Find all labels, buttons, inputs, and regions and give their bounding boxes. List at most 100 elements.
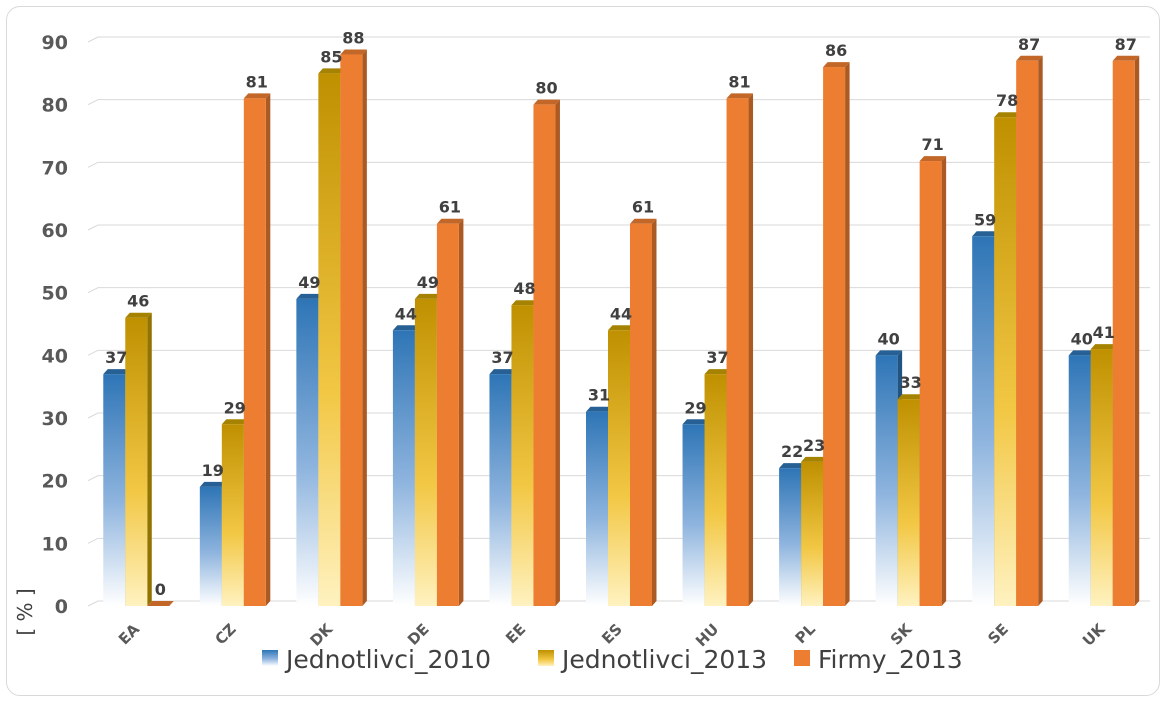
legend-item-Firmy_2013: Firmy_2013	[794, 645, 963, 674]
bar-top	[1112, 55, 1140, 61]
bar-top	[318, 68, 345, 74]
bar-front	[726, 98, 749, 607]
bar-top	[630, 218, 657, 224]
bar-front	[1090, 349, 1113, 606]
bar-front	[897, 399, 920, 606]
y-tick-label: 60	[42, 220, 68, 242]
chart-frame	[6, 6, 1160, 696]
bar-side	[1134, 55, 1140, 607]
bar-top	[726, 93, 754, 99]
data-label: 71	[922, 135, 944, 154]
x-tick-label: UK	[1079, 619, 1110, 650]
bar-side	[362, 49, 367, 607]
x-tick-label: EE	[502, 620, 529, 647]
bar-front	[199, 486, 222, 606]
bar-front	[608, 330, 630, 606]
data-label: 49	[298, 273, 320, 292]
bar-front	[243, 98, 266, 607]
x-tick-label: PL	[792, 620, 820, 648]
bar-top	[511, 300, 538, 306]
y-tick-label: 80	[42, 95, 68, 117]
bar-top	[103, 369, 130, 375]
data-label: 23	[803, 436, 825, 455]
bar-front	[221, 424, 244, 606]
data-label: 40	[878, 329, 900, 348]
bar-front	[340, 54, 363, 607]
bar-top	[243, 93, 271, 99]
bar-front	[972, 236, 995, 606]
bar-CZ-Firmy_2013	[243, 93, 271, 607]
data-label: 48	[513, 279, 535, 298]
data-label: 81	[728, 72, 750, 91]
y-tick-label: 50	[42, 283, 68, 305]
bar-front	[296, 298, 319, 606]
bar-side	[845, 62, 850, 607]
bar-top	[919, 156, 947, 162]
gridline	[87, 36, 1150, 43]
bar-DE-Firmy_2013	[436, 218, 464, 606]
bar-EA-Firmy_2013	[147, 601, 174, 606]
legend-label: Jednotlivci_2010	[284, 645, 491, 674]
bar-front	[779, 468, 802, 606]
bar-front	[103, 374, 126, 606]
bar-top	[586, 406, 613, 412]
bar-top	[608, 325, 635, 331]
data-labels: 3746019298149858844496137488031446129378…	[105, 29, 1137, 599]
legend-swatch	[538, 650, 554, 666]
bar-front	[823, 67, 846, 607]
gridline	[87, 161, 1150, 168]
bar-front	[704, 374, 727, 606]
bar-top	[199, 481, 227, 487]
y-tick-label: 20	[42, 471, 68, 493]
bar-front	[511, 305, 534, 606]
bar-side	[265, 93, 271, 606]
bar-front	[436, 223, 459, 606]
bar-UK-Firmy_2013	[1112, 55, 1140, 607]
bar-EA-Jednotlivci_2013	[125, 312, 152, 606]
bar-top	[897, 394, 925, 400]
bar-DK-Firmy_2013	[340, 49, 367, 607]
data-label: 22	[781, 442, 803, 461]
bar-top	[1016, 55, 1043, 61]
data-label: 41	[1093, 323, 1115, 342]
bar-top	[392, 325, 420, 331]
gridline	[87, 99, 1150, 106]
bar-front	[919, 161, 942, 607]
y-tick-label: 0	[55, 596, 68, 618]
data-label: 31	[588, 386, 610, 405]
data-label: 40	[1071, 329, 1093, 348]
legend-label: Firmy_2013	[818, 645, 963, 674]
data-label: 37	[491, 348, 513, 367]
bar-top	[489, 369, 516, 375]
bar-SE-Firmy_2013	[1016, 55, 1043, 607]
data-label: 78	[996, 91, 1018, 110]
data-label: 19	[202, 461, 224, 480]
data-label: 88	[342, 29, 364, 48]
x-tick-label: ES	[598, 620, 626, 648]
data-label: 0	[155, 580, 166, 599]
bar-side	[941, 156, 947, 607]
bar-top	[682, 419, 710, 425]
bar-side	[652, 218, 657, 606]
bar-HU-Firmy_2013	[726, 93, 754, 607]
bar-top	[533, 99, 560, 105]
bar-top	[1090, 344, 1118, 350]
bar-top	[779, 463, 806, 469]
bar-front	[318, 73, 341, 607]
bar-top	[972, 231, 999, 237]
legend-swatch	[794, 650, 810, 666]
y-tick-label: 40	[42, 345, 68, 367]
bar-top	[823, 62, 850, 68]
data-label: 44	[610, 304, 632, 323]
data-label: 49	[417, 273, 439, 292]
bar-front	[630, 223, 652, 606]
bar-top	[340, 49, 367, 55]
data-label: 44	[395, 304, 417, 323]
gridline	[87, 224, 1150, 231]
bar-side	[147, 312, 152, 606]
bar-side	[555, 99, 560, 607]
data-label: 61	[632, 198, 654, 217]
data-label: 86	[825, 41, 847, 60]
bar-top	[704, 369, 732, 375]
bar-front	[1112, 60, 1135, 607]
